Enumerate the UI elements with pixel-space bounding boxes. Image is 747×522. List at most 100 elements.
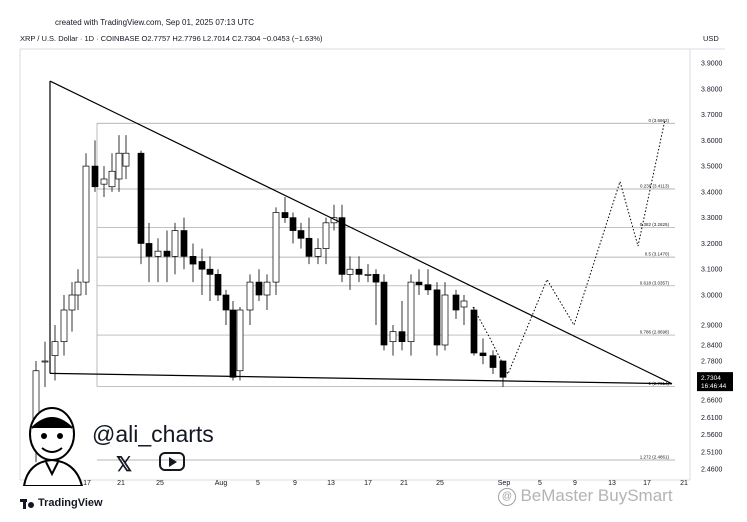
- x-tick-label: 21: [400, 480, 408, 487]
- candle-up: [51, 341, 59, 357]
- candle-down: [198, 261, 206, 270]
- candle-down: [91, 165, 99, 188]
- y-tick-label: 3.9000: [701, 61, 723, 68]
- y-tick-label: 3.4000: [701, 189, 723, 196]
- candle-down: [289, 217, 297, 231]
- x-tick-label: 13: [608, 480, 616, 487]
- candle-up: [68, 294, 76, 311]
- y-tick-label: 3.8000: [701, 86, 723, 93]
- watermark-icon: @: [498, 488, 516, 506]
- tradingview-text: TradingView: [38, 497, 103, 509]
- candle-up: [322, 222, 330, 249]
- triangle-baseline: [49, 372, 673, 385]
- x-tick-label: 17: [364, 480, 372, 487]
- x-tick-label: 25: [436, 480, 444, 487]
- candle-up: [364, 274, 372, 276]
- candle-up: [122, 152, 130, 167]
- fib-label: 1.272 (2.4861): [640, 454, 670, 459]
- y-tick-label: 2.6600: [701, 398, 723, 405]
- x-tick-label: Sep: [498, 480, 511, 487]
- x-tick-label: Aug: [215, 480, 228, 487]
- x-tick-label: 5: [256, 480, 260, 487]
- candle-down: [415, 281, 423, 286]
- y-tick-label: 3.5000: [701, 164, 723, 171]
- candle-down: [189, 255, 197, 265]
- candle-up: [115, 152, 123, 180]
- candle-up: [407, 281, 415, 343]
- candle-down: [297, 230, 305, 239]
- candle-up: [41, 360, 49, 363]
- candle-down: [489, 355, 497, 368]
- tradingview-icon: [20, 499, 34, 509]
- y-tick-label: 2.9000: [701, 323, 723, 330]
- candle-down: [214, 274, 222, 296]
- y-tick-label: 3.6000: [701, 138, 723, 145]
- candle-down: [355, 268, 363, 275]
- candle-down: [424, 284, 432, 291]
- candle-up: [246, 281, 254, 311]
- x-tick-label: 9: [293, 480, 297, 487]
- y-tick-label: 2.4600: [701, 467, 723, 474]
- candle-down: [338, 217, 346, 275]
- fib-label: 0 (3.6662): [648, 118, 669, 123]
- candle-up: [236, 309, 244, 372]
- youtube-icon[interactable]: [159, 452, 185, 471]
- projection-path: [472, 119, 666, 376]
- y-tick-label: 2.8400: [701, 343, 723, 350]
- fib-label: 0.5 (3.1470): [645, 252, 670, 257]
- y-tick-label: 2.5100: [701, 449, 723, 456]
- candle-up: [441, 294, 449, 346]
- candle-down: [229, 309, 237, 378]
- candle-up: [60, 309, 68, 343]
- candle-down: [305, 237, 313, 257]
- candle-down: [398, 331, 406, 343]
- avatar: [16, 400, 86, 487]
- candle-down: [372, 274, 380, 283]
- candle-down: [470, 309, 478, 354]
- last-price-value: 2.7304: [701, 375, 721, 382]
- triangle: [49, 80, 673, 385]
- projection-line: [472, 119, 666, 376]
- candle-down: [163, 250, 171, 257]
- last-price-tag: [697, 372, 733, 392]
- candle-up: [108, 170, 116, 188]
- candle-up: [100, 178, 108, 185]
- x-tick-label: 21: [680, 480, 688, 487]
- fib-levels: 0 (3.6662) 0.236 (3.4113) 0.382 (3.2625) 0.…: [96, 118, 675, 461]
- last-price-time: 16:46:44: [701, 383, 727, 390]
- candle-down: [180, 230, 188, 257]
- candle-down: [380, 281, 388, 346]
- candles: [32, 135, 507, 463]
- candle-up: [171, 230, 179, 257]
- y-tick-label: 2.6100: [701, 415, 723, 422]
- candle-down: [222, 294, 230, 311]
- fib-label: 0.236 (3.4113): [640, 183, 669, 188]
- fib-label: 0.618 (3.0357): [640, 280, 670, 285]
- y-tick-label: 3.7000: [701, 112, 723, 119]
- y-tick-label: 3.1000: [701, 267, 723, 274]
- candle-down: [145, 243, 153, 257]
- candle-down: [452, 294, 460, 311]
- candle-up: [314, 248, 322, 257]
- y-tick-label: 3.3000: [701, 215, 723, 222]
- candle-up: [154, 250, 162, 257]
- candle-up: [460, 300, 468, 308]
- x-tick-label: 17: [643, 480, 651, 487]
- x-tick-label: 5: [538, 480, 542, 487]
- y-tick-label: 3.2000: [701, 241, 723, 248]
- candle-down: [206, 268, 214, 275]
- triangle-upper-line: [49, 80, 673, 385]
- candle-up: [263, 281, 271, 296]
- x-tick-label: 9: [573, 480, 577, 487]
- x-tick-label: 21: [117, 480, 125, 487]
- currency-label: USD: [703, 34, 719, 43]
- x-tick-label: 25: [156, 480, 164, 487]
- created-with-text: created with TradingView.com, Sep 01, 20…: [55, 18, 255, 27]
- x-icon[interactable]: 𝕏: [116, 454, 133, 476]
- candle-up: [346, 268, 354, 275]
- candle-down: [281, 212, 289, 219]
- y-tick-label: 2.5600: [701, 432, 723, 439]
- symbol-header: XRP / U.S. Dollar · 1D · COINBASE O2.775…: [20, 34, 323, 43]
- candle-down: [137, 152, 145, 244]
